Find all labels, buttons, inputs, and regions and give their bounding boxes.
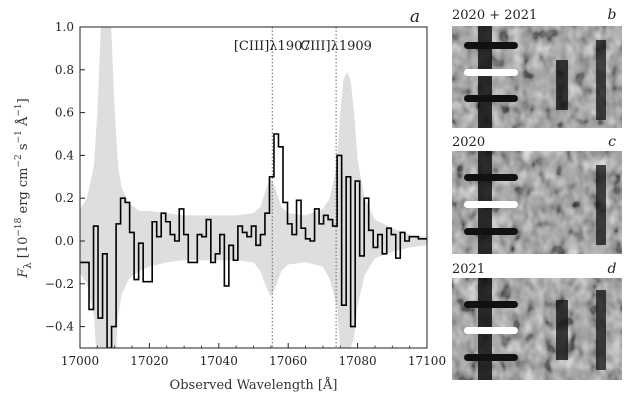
y-tick-label: 0.6 <box>55 106 74 120</box>
error-band <box>80 27 427 348</box>
x-tick-label: 17100 <box>408 354 446 368</box>
image-panel-2020-title-bg <box>452 131 497 150</box>
y-tick-label: 0.0 <box>55 234 74 248</box>
y-tick-label: −0.4 <box>45 320 75 334</box>
dark-streak <box>596 290 606 370</box>
marker-bar-upper <box>464 42 518 49</box>
x-tick-label: 17060 <box>269 354 307 368</box>
image-panel-2020: 2020 c <box>452 131 622 254</box>
marker-bar-middle <box>464 201 518 208</box>
x-tick-label: 17040 <box>200 354 238 368</box>
flux-series-layer <box>80 133 427 348</box>
image-panel-2021-title-bg <box>452 258 497 277</box>
panel-letter-a: a <box>410 7 420 27</box>
marker-bar-middle <box>464 69 518 76</box>
x-tick-label: 17000 <box>61 354 99 368</box>
marker-bar-lower <box>464 95 518 102</box>
y-tick-label: −0.2 <box>45 277 74 291</box>
image-panel-2021-title: 2021 <box>452 262 485 277</box>
y-tick-label: 0.4 <box>55 148 74 162</box>
spectrum-plot: 17000 17020 17040 17060 17080 17100 −0.4 −0.2 0… <box>14 7 446 393</box>
x-tick-label: 17020 <box>130 354 168 368</box>
x-axis-label: Observed Wavelength [Å] <box>170 377 338 393</box>
flux-step-series <box>80 133 427 348</box>
emission-line-markers <box>271 27 337 348</box>
image-panel-2020-title: 2020 <box>452 135 485 150</box>
marker-bar-middle <box>464 327 518 334</box>
image-panel-2021-letter: d <box>608 261 617 277</box>
image-panel-2020-2021-title-bg <box>452 4 547 24</box>
dark-streak <box>556 60 568 110</box>
marker-bar-upper <box>464 174 518 181</box>
dark-streak <box>596 165 606 245</box>
dark-streak <box>556 300 568 360</box>
line-label-ciii-1907: [CIII]λ1907 <box>234 39 311 54</box>
y-ticks: −0.4 −0.2 0.0 0.2 0.4 0.6 0.8 1.0 <box>45 20 85 334</box>
dark-streak <box>596 40 606 120</box>
dark-streak <box>478 26 492 128</box>
line-label-ciii-1909: CIII]λ1909 <box>300 39 372 54</box>
image-panel-2021: 2021 d <box>452 258 622 380</box>
image-panel-2020-2021-letter: b <box>608 7 617 23</box>
image-panel-2020-2021: 2020 + 2021 b <box>452 4 622 128</box>
marker-bar-lower <box>464 228 518 235</box>
x-tick-label: 17080 <box>339 354 377 368</box>
y-tick-label: 0.2 <box>55 191 74 205</box>
x-ticks: 17000 17020 17040 17060 17080 17100 <box>61 343 446 368</box>
image-panel-2020-2021-title: 2020 + 2021 <box>452 8 537 23</box>
image-panel-2020-letter: c <box>608 134 616 150</box>
marker-bar-upper <box>464 301 518 308</box>
y-tick-label: 0.8 <box>55 63 74 77</box>
marker-bar-lower <box>464 354 518 361</box>
y-axis-label: Fλ [10−18 erg cm−2 s−1 Å−1] <box>14 98 34 279</box>
error-band-layer <box>80 27 427 348</box>
y-tick-label: 1.0 <box>55 20 74 34</box>
plot-frame <box>79 26 428 349</box>
